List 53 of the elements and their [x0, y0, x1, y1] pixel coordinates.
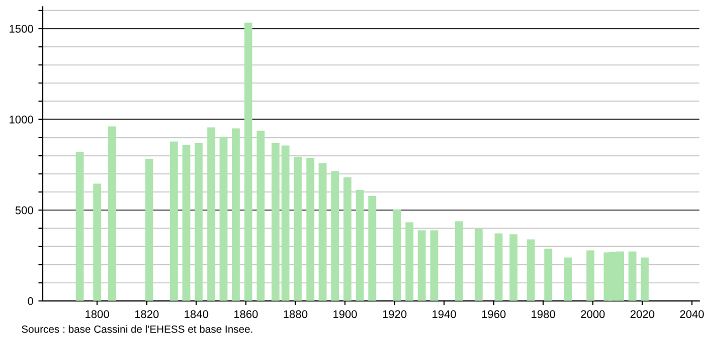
bar: [272, 142, 280, 301]
bar: [343, 177, 352, 301]
bar: [331, 171, 340, 301]
x-tick-label: 1820: [135, 310, 159, 318]
bar: [306, 158, 314, 301]
bar: [586, 250, 594, 301]
bar: [282, 146, 290, 301]
source-note: Sources : base Cassini de l'EHESS et base Insee.: [22, 325, 252, 333]
bar: [170, 142, 178, 301]
bar: [93, 184, 102, 301]
bar: [430, 230, 438, 301]
bar: [194, 142, 203, 301]
bar: [182, 144, 190, 301]
x-tick-label: 2040: [680, 310, 704, 318]
bar: [356, 190, 364, 301]
bar: [294, 156, 302, 301]
x-tick-label: 1840: [184, 310, 208, 318]
bar: [207, 127, 216, 301]
x-tick-label: 1980: [532, 310, 556, 318]
bar: [640, 258, 649, 301]
x-tick-label: 2020: [630, 310, 654, 318]
x-tick-label: 1940: [432, 310, 456, 318]
bar: [368, 196, 376, 301]
x-tick-label: 1860: [234, 310, 258, 318]
bar: [318, 163, 327, 301]
bar: [544, 248, 552, 301]
bar: [474, 228, 483, 301]
bar: [494, 233, 503, 301]
x-tick-label: 2000: [580, 310, 605, 318]
x-tick-label: 1880: [284, 310, 308, 318]
bar: [510, 234, 518, 301]
bar: [454, 221, 463, 301]
y-tick-label: 1000: [10, 116, 34, 124]
x-tick-label: 1800: [86, 310, 110, 318]
bar: [108, 126, 116, 301]
bar: [244, 22, 252, 301]
bar: [393, 209, 401, 301]
y-tick-label: 1500: [10, 24, 34, 33]
bar: [256, 130, 265, 301]
bar: [220, 136, 228, 301]
x-tick-label: 1960: [482, 310, 506, 318]
bar: [405, 222, 414, 301]
bar: [145, 158, 154, 301]
y-tick-label: 500: [15, 206, 34, 214]
bar: [232, 128, 240, 301]
x-tick-label: 1920: [383, 310, 406, 318]
bar: [628, 252, 636, 301]
bar: [76, 152, 84, 301]
bar: [564, 258, 572, 301]
x-tick-label: 1900: [333, 310, 357, 318]
y-tick-label: 0: [28, 297, 34, 306]
bar: [526, 239, 535, 301]
bar: [418, 230, 426, 301]
